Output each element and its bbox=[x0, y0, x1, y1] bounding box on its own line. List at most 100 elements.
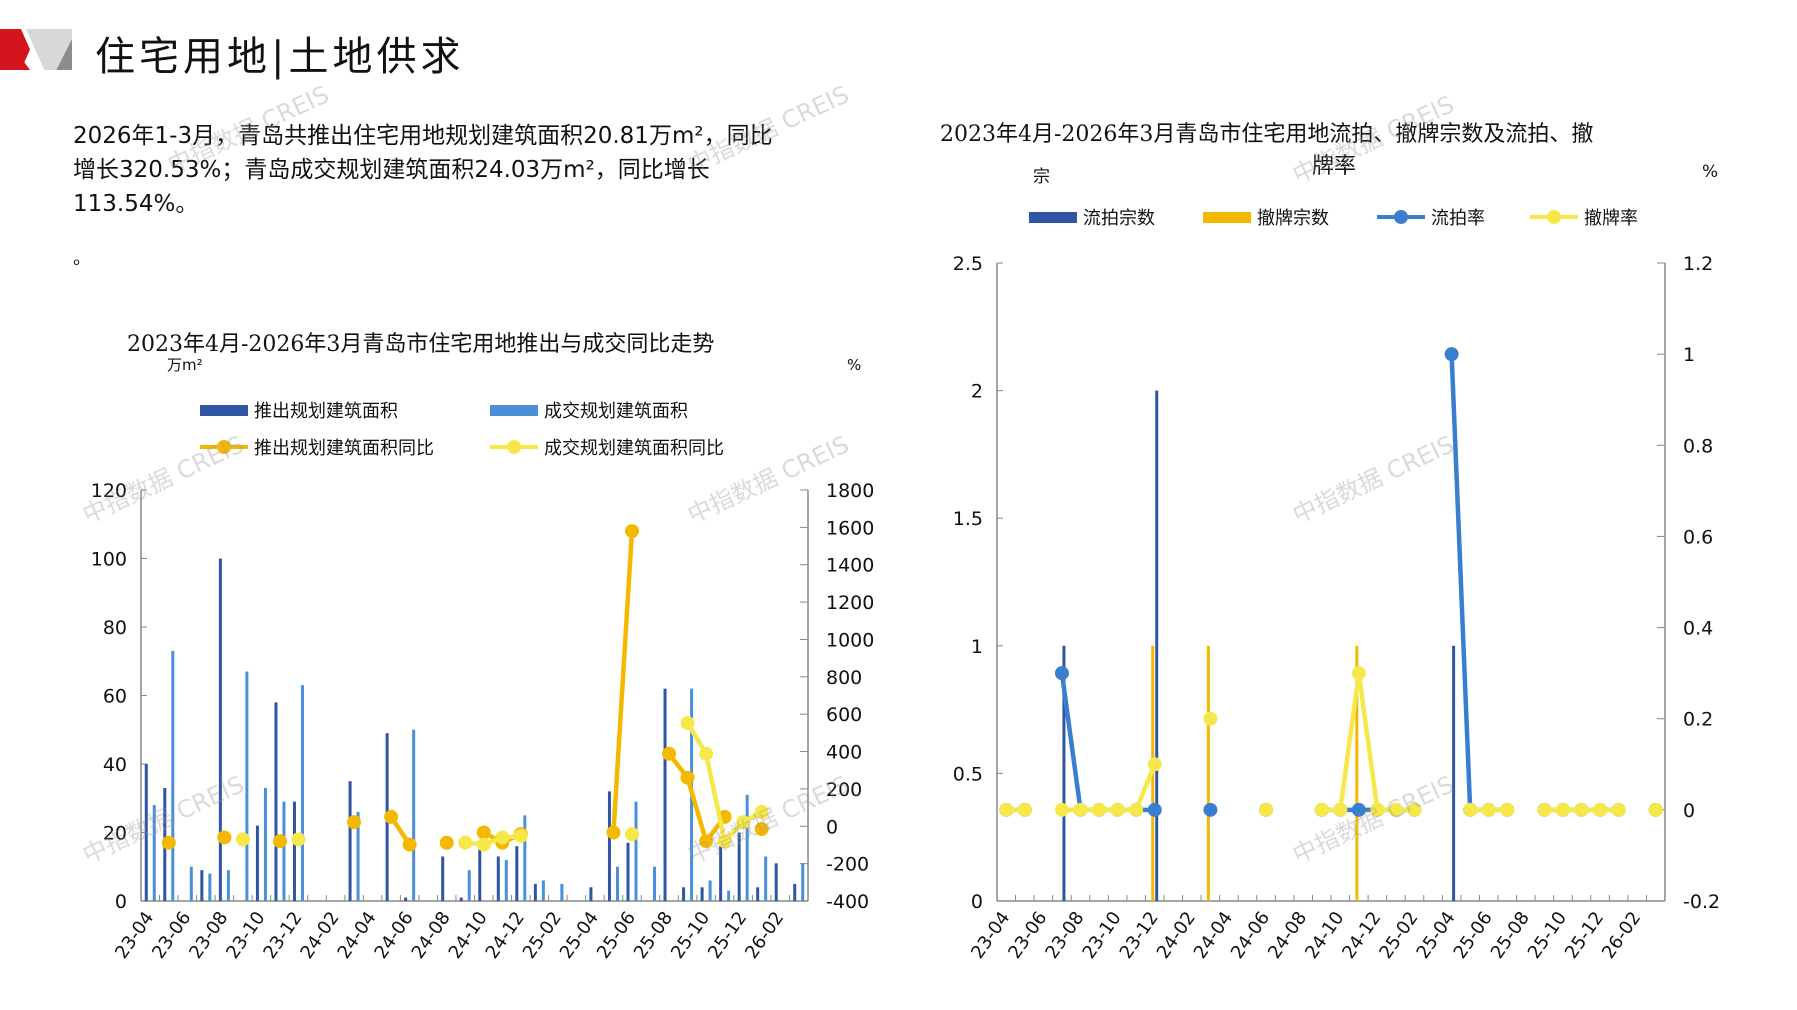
bar bbox=[515, 846, 519, 901]
legend-label: 撤牌率 bbox=[1584, 208, 1638, 229]
bar bbox=[719, 846, 723, 901]
legend-item-failed-count: 流拍宗数 bbox=[1029, 204, 1155, 230]
bar bbox=[523, 815, 527, 901]
legend-item-failed-rate: 流拍率 bbox=[1377, 204, 1485, 230]
right-chart-ylabel-left: 宗 bbox=[1033, 167, 1050, 187]
x-tick-label: 24-02 bbox=[1153, 908, 1200, 963]
x-tick-label: 23-08 bbox=[1041, 908, 1088, 963]
x-tick-label: 24-08 bbox=[1264, 908, 1311, 963]
bar bbox=[682, 887, 686, 901]
y-tick-label-right: 0 bbox=[1683, 800, 1695, 822]
x-tick-label: 24-04 bbox=[333, 908, 380, 963]
bar bbox=[300, 685, 304, 901]
data-point bbox=[458, 835, 473, 850]
bar bbox=[1452, 645, 1456, 901]
x-tick-label: 24-12 bbox=[482, 908, 529, 963]
data-point bbox=[1351, 802, 1366, 817]
right-chart-title-line-2: 牌率 bbox=[1312, 154, 1357, 179]
legend-swatch bbox=[200, 440, 248, 454]
bar bbox=[144, 764, 148, 901]
y-tick-label-right: 200 bbox=[826, 779, 862, 801]
data-point bbox=[662, 746, 677, 761]
x-tick-label: 24-10 bbox=[445, 908, 492, 963]
legend-item-launch-area: 推出规划建筑面积 bbox=[200, 397, 398, 423]
bar bbox=[292, 801, 296, 901]
bar bbox=[1155, 390, 1159, 901]
legend-swatch bbox=[490, 404, 538, 416]
bar bbox=[152, 805, 156, 901]
bar bbox=[208, 873, 212, 901]
x-tick-label: 23-08 bbox=[185, 908, 232, 963]
bar bbox=[218, 558, 222, 901]
bar bbox=[467, 870, 471, 901]
data-point bbox=[161, 835, 176, 850]
bar bbox=[274, 702, 278, 901]
bar bbox=[496, 856, 500, 901]
bar bbox=[801, 863, 805, 901]
legend-label: 流拍宗数 bbox=[1083, 208, 1155, 229]
y-tick-label-left: 20 bbox=[103, 823, 127, 845]
data-point bbox=[1017, 802, 1032, 817]
data-point bbox=[1555, 802, 1570, 817]
summary-line-3: 113.54%。 bbox=[73, 191, 199, 217]
left-chart-title: 2023年4月-2026年3月青岛市住宅用地推出与成交同比走势 bbox=[127, 332, 715, 357]
data-point bbox=[384, 809, 399, 824]
x-tick-label: 24-10 bbox=[1301, 908, 1348, 963]
y-tick-label-left: 1.5 bbox=[953, 508, 983, 530]
y-tick-label-right: 0.2 bbox=[1683, 709, 1713, 731]
data-point bbox=[1593, 802, 1608, 817]
y-tick-label-right: 1600 bbox=[826, 517, 874, 539]
data-point bbox=[1054, 802, 1069, 817]
bar bbox=[226, 870, 230, 901]
bar bbox=[653, 866, 657, 901]
bar bbox=[533, 883, 537, 901]
x-tick-label: 24-12 bbox=[1338, 908, 1385, 963]
data-point bbox=[495, 830, 510, 845]
data-point bbox=[736, 815, 751, 830]
series-line bbox=[1059, 672, 1155, 813]
data-point bbox=[680, 715, 695, 730]
bar bbox=[412, 729, 416, 901]
y-tick-label-right: 1200 bbox=[826, 592, 874, 614]
y-tick-label-right: -400 bbox=[826, 891, 869, 913]
data-point bbox=[1073, 802, 1088, 817]
x-tick-label: 25-12 bbox=[704, 908, 751, 963]
legend-label: 撤牌宗数 bbox=[1257, 208, 1329, 229]
data-point bbox=[476, 837, 491, 852]
bar bbox=[504, 859, 508, 901]
data-point bbox=[1259, 802, 1274, 817]
y-tick-label-left: 60 bbox=[103, 686, 127, 708]
data-point bbox=[1388, 802, 1403, 817]
legend-swatch bbox=[200, 404, 248, 416]
y-tick-label-right: 1000 bbox=[826, 629, 874, 651]
x-tick-label: 23-06 bbox=[148, 908, 195, 963]
data-point bbox=[606, 825, 621, 840]
data-point bbox=[1203, 711, 1218, 726]
x-tick-label: 25-02 bbox=[1375, 908, 1422, 963]
bar bbox=[589, 887, 593, 901]
left-chart-ylabel-left: 万m² bbox=[167, 356, 203, 374]
legend-swatch bbox=[1377, 210, 1425, 224]
series-line bbox=[611, 530, 635, 833]
x-tick-label: 24-06 bbox=[371, 908, 418, 963]
bar bbox=[1062, 645, 1066, 901]
data-point bbox=[624, 524, 639, 539]
bar bbox=[459, 897, 463, 901]
data-point bbox=[1407, 802, 1422, 817]
y-tick-label-right: -200 bbox=[826, 854, 869, 876]
y-tick-label-left: 120 bbox=[91, 480, 127, 502]
x-tick-label: 25-10 bbox=[667, 908, 714, 963]
data-point bbox=[1481, 802, 1496, 817]
x-tick-label: 23-10 bbox=[222, 908, 269, 963]
summary-tail: 。 bbox=[73, 248, 91, 269]
bar bbox=[441, 856, 445, 901]
legend-item-deal-area: 成交规划建筑面积 bbox=[490, 397, 688, 423]
bar bbox=[263, 787, 267, 901]
bar bbox=[478, 849, 482, 901]
data-point bbox=[217, 830, 232, 845]
y-tick-label-right: 1 bbox=[1683, 344, 1695, 366]
bar bbox=[560, 883, 564, 901]
data-point bbox=[1351, 666, 1366, 681]
data-point bbox=[1147, 757, 1162, 772]
